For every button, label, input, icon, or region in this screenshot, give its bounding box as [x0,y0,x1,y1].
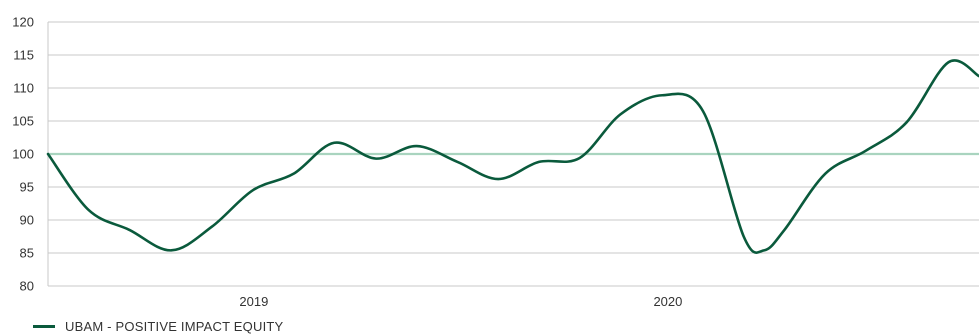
series-lines [46,59,979,254]
y-tick-label: 120 [12,15,34,30]
x-tick-label: 2020 [653,294,682,309]
legend-label: UBAM - POSITIVE IMPACT EQUITY [65,318,284,334]
y-tick-label: 80 [20,279,34,294]
x-axis-ticks: 2019 2020 [239,294,682,309]
y-tick-label: 100 [12,147,34,162]
y-tick-label: 115 [13,48,34,63]
x-tick-label: 2019 [239,294,268,309]
y-tick-label: 95 [20,180,34,195]
legend-swatch-ubam-positive-impact-equity [33,324,55,328]
gridlines [47,21,979,287]
y-tick-label: 105 [12,114,34,129]
series-line-0 [46,59,979,254]
y-tick-label: 90 [20,213,34,228]
y-tick-label: 110 [13,81,34,96]
y-axis-ticks: 80 85 90 95 100 105 110 115 120 [12,15,34,294]
legend: UBAM - POSITIVE IMPACT EQUITY [33,318,283,334]
y-tick-label: 85 [20,246,34,261]
